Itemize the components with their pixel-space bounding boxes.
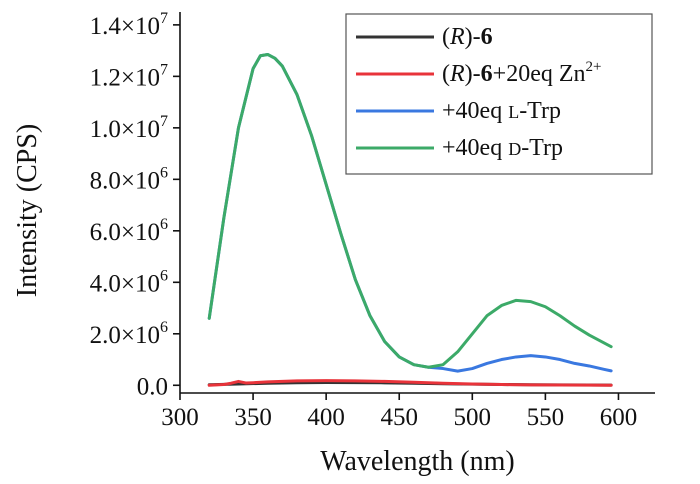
x-axis-ticks: 300 350 400 450 500 550 600 xyxy=(161,393,637,431)
legend-label-3: +40eq L-Trp xyxy=(442,98,561,124)
legend-label-2: (R)-6+20eq Zn2+ xyxy=(442,59,601,87)
x-tick-label: 450 xyxy=(380,404,418,431)
y-tick-label: 1.0×107 xyxy=(90,113,168,143)
series-line-4 xyxy=(207,52,613,369)
x-tick-label: 550 xyxy=(527,404,565,431)
y-tick-label: 1.2×107 xyxy=(90,61,168,91)
y-axis-title: Intensity (CPS) xyxy=(12,124,43,297)
series-layer xyxy=(207,52,613,387)
y-axis-ticks: 0.0 2.0×106 4.0×106 6.0×106 8.0×106 1.0×107 1.… xyxy=(90,10,180,400)
y-tick-label: 1.4×107 xyxy=(90,10,168,40)
legend: (R)-6 (R)-6+20eq Zn2+ +40eq L-Trp +40eq D-T… xyxy=(345,13,653,175)
y-tick-label: 6.0×106 xyxy=(90,216,168,246)
y-tick-label: 0.0 xyxy=(137,373,168,400)
x-tick-label: 350 xyxy=(234,404,272,431)
y-tick-label: 8.0×106 xyxy=(90,164,168,194)
y-tick-label: 4.0×106 xyxy=(90,267,168,297)
x-axis-title: Wavelength (nm) xyxy=(320,446,514,477)
x-tick-label: 600 xyxy=(600,404,638,431)
legend-label-1: (R)-6 xyxy=(442,24,493,50)
x-tick-label: 300 xyxy=(161,404,199,431)
legend-label-4: +40eq D-Trp xyxy=(442,135,563,161)
x-tick-label: 500 xyxy=(454,404,492,431)
y-tick-label: 2.0×106 xyxy=(90,319,168,349)
x-tick-label: 400 xyxy=(307,404,345,431)
axes xyxy=(179,12,655,394)
series-line-2 xyxy=(207,379,613,387)
